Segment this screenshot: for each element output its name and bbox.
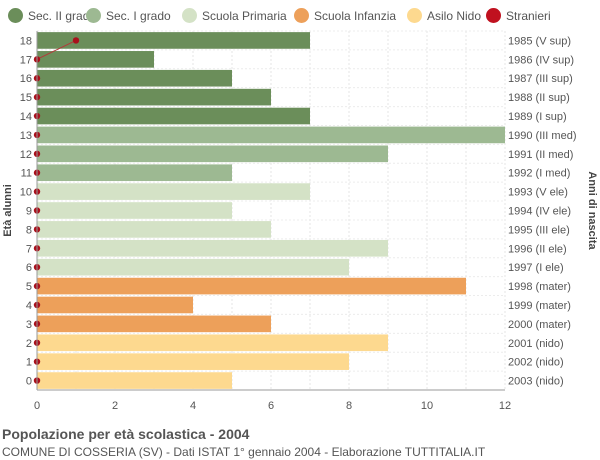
y-right-tick-label: 2000 (mater) (508, 319, 571, 331)
x-tick-label: 12 (499, 400, 511, 412)
y-right-tick-label: 2002 (nido) (508, 357, 564, 369)
y-tick-label: 4 (26, 300, 32, 312)
bar (37, 107, 310, 125)
bar (37, 145, 388, 163)
y-right-tick-label: 2001 (nido) (508, 338, 564, 350)
bar (37, 126, 505, 144)
y-tick-label: 2 (26, 338, 32, 350)
legend-item: Sec. I grado (86, 8, 171, 23)
y-right-tick-label: 1987 (III sup) (508, 73, 573, 85)
bar (37, 353, 349, 370)
y-tick-label: 7 (26, 243, 32, 255)
bar (37, 51, 154, 68)
bar (37, 372, 232, 389)
bar (37, 239, 388, 257)
x-tick-label: 10 (421, 400, 433, 412)
y-tick-label: 16 (20, 73, 32, 85)
y-tick-label: 5 (26, 281, 32, 293)
legend-swatch (407, 8, 422, 23)
y-tick-label: 15 (20, 92, 32, 104)
y-tick-label: 9 (26, 206, 32, 218)
y-tick-label: 0 (26, 376, 32, 388)
y-right-tick-label: 1993 (V ele) (508, 187, 568, 199)
bar (37, 258, 349, 276)
y-right-tick-label: 1985 (V sup) (508, 35, 571, 47)
legend-item: Asilo Nido (407, 8, 481, 23)
legend-label: Sec. II grado (28, 8, 97, 23)
y-tick-label: 1 (26, 357, 32, 369)
legend-label: Scuola Infanzia (314, 8, 397, 23)
y-tick-label: 10 (20, 187, 32, 199)
bar (37, 164, 232, 182)
x-tick-label: 6 (268, 400, 274, 412)
legend-swatch (486, 8, 501, 23)
bar (37, 202, 232, 219)
legend-swatch (8, 8, 23, 23)
legend-item: Stranieri (486, 8, 551, 23)
y-tick-label: 6 (26, 262, 32, 274)
bar (37, 32, 310, 49)
y-right-tick-label: 1997 (I ele) (508, 262, 564, 274)
bar (37, 183, 310, 200)
y-right-tick-label: 1998 (mater) (508, 281, 571, 293)
y-right-axis-title: Anni di nascita (586, 171, 598, 250)
bar (37, 88, 271, 106)
y-right-tick-label: 1989 (I sup) (508, 111, 567, 123)
y-tick-label: 14 (20, 111, 32, 123)
bar (37, 69, 232, 87)
x-tick-label: 4 (190, 400, 196, 412)
bar (37, 334, 388, 352)
stranieri-point (72, 37, 80, 44)
y-right-tick-label: 1986 (IV sup) (508, 54, 574, 66)
legend-label: Stranieri (506, 8, 551, 23)
bar (37, 296, 193, 314)
legend-item: Scuola Primaria (182, 8, 287, 23)
legend-label: Scuola Primaria (202, 8, 287, 23)
y-tick-label: 13 (20, 130, 32, 142)
y-right-tick-label: 1990 (III med) (508, 130, 576, 142)
bar (37, 315, 271, 333)
y-axis-title: Età alunni (2, 184, 14, 237)
y-right-tick-label: 1995 (III ele) (508, 224, 570, 236)
y-tick-label: 3 (26, 319, 32, 331)
x-tick-label: 8 (346, 400, 352, 412)
bar (37, 277, 466, 295)
legend-swatch (294, 8, 309, 23)
y-right-tick-label: 1991 (II med) (508, 149, 573, 161)
y-tick-label: 11 (21, 168, 32, 180)
y-tick-label: 12 (20, 149, 32, 161)
legend: Sec. II grado Sec. I grado Scuola Primaria… (0, 0, 600, 30)
chart-subtitle: COMUNE DI COSSERIA (SV) - Dati ISTAT 1° … (2, 445, 486, 459)
y-tick-label: 18 (20, 35, 32, 47)
legend-label: Asilo Nido (427, 8, 482, 23)
y-right-tick-label: 1996 (II ele) (508, 243, 567, 255)
y-tick-label: 8 (26, 224, 32, 236)
y-tick-label: 17 (20, 54, 32, 66)
legend-swatch (182, 8, 197, 23)
bar (37, 221, 271, 238)
x-tick-label: 0 (34, 400, 40, 412)
y-right-tick-label: 1992 (I med) (508, 168, 570, 180)
y-right-tick-label: 2003 (nido) (508, 376, 564, 388)
legend-swatch (86, 8, 101, 23)
legend-item: Sec. II grado (8, 8, 96, 23)
chart-title: Popolazione per età scolastica - 2004 (2, 426, 250, 442)
y-right-tick-label: 1994 (IV ele) (508, 206, 571, 218)
y-right-tick-label: 1999 (mater) (508, 300, 571, 312)
legend-label: Sec. I grado (106, 8, 171, 23)
legend-item: Scuola Infanzia (294, 8, 396, 23)
y-right-tick-label: 1988 (II sup) (508, 92, 570, 104)
x-tick-label: 2 (112, 400, 118, 412)
